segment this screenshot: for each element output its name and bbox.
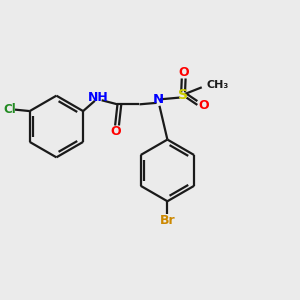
Text: N: N	[153, 93, 164, 106]
Text: O: O	[198, 99, 208, 112]
Text: Cl: Cl	[3, 103, 16, 116]
Text: CH₃: CH₃	[206, 80, 228, 90]
Text: O: O	[110, 125, 121, 138]
Text: Br: Br	[160, 214, 175, 227]
Text: NH: NH	[87, 92, 108, 104]
Text: O: O	[178, 66, 189, 79]
Text: S: S	[178, 88, 188, 102]
